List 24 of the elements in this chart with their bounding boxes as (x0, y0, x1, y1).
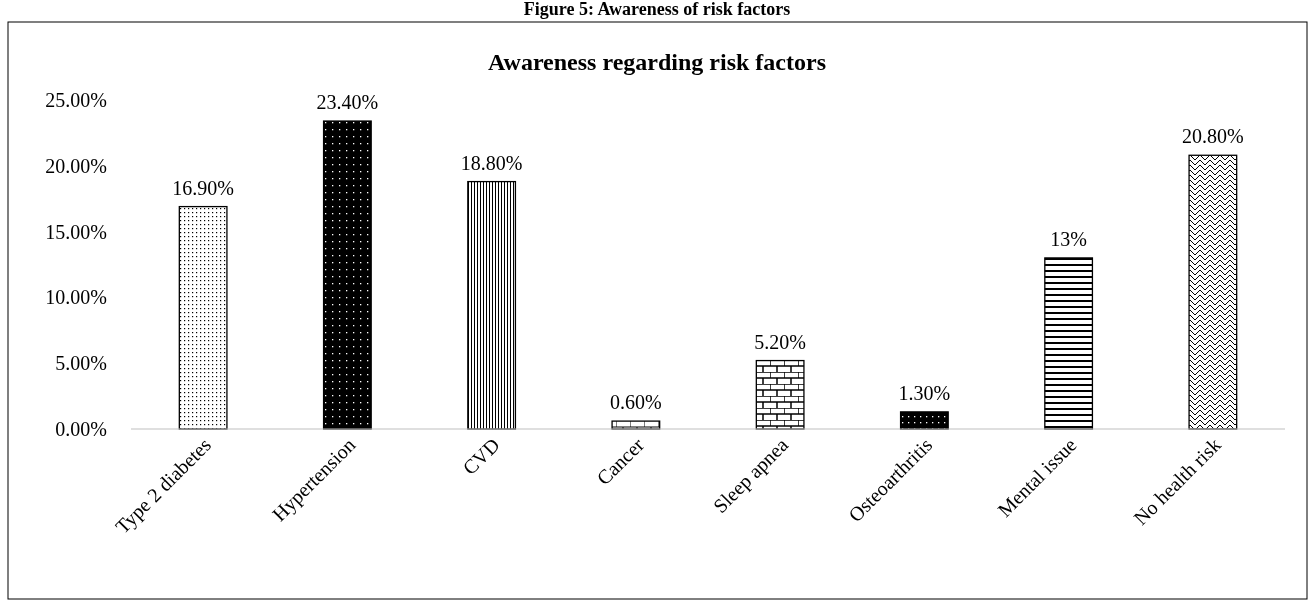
bar (899, 411, 949, 430)
bar (1188, 154, 1238, 430)
bar (1044, 257, 1094, 430)
x-tick-label: CVD (458, 433, 504, 479)
data-label: 20.80% (1182, 125, 1244, 148)
bar (467, 180, 517, 430)
caption: Figure 5: Awareness of risk factors (523, 0, 791, 19)
y-tick-label: 15.00% (45, 220, 107, 243)
data-label: 0.60% (610, 391, 662, 414)
y-tick-label: 20.00% (45, 154, 107, 177)
data-label: 23.40% (316, 91, 379, 114)
data-label: 16.90% (172, 176, 234, 199)
data-label: 18.80% (460, 151, 523, 174)
y-tick-label: 10.00% (45, 286, 107, 309)
data-label: 1.30% (898, 381, 951, 404)
data-label: 5.20% (754, 330, 806, 353)
bar (755, 359, 805, 430)
bar (322, 120, 372, 430)
chart-title: Awareness regarding risk factors (488, 49, 826, 75)
data-label: 13% (1050, 227, 1087, 250)
y-tick-label: 5.00% (55, 352, 107, 375)
y-tick-label: 25.00% (45, 88, 107, 111)
y-tick-label: 0.00% (55, 417, 107, 440)
bar (178, 205, 228, 430)
